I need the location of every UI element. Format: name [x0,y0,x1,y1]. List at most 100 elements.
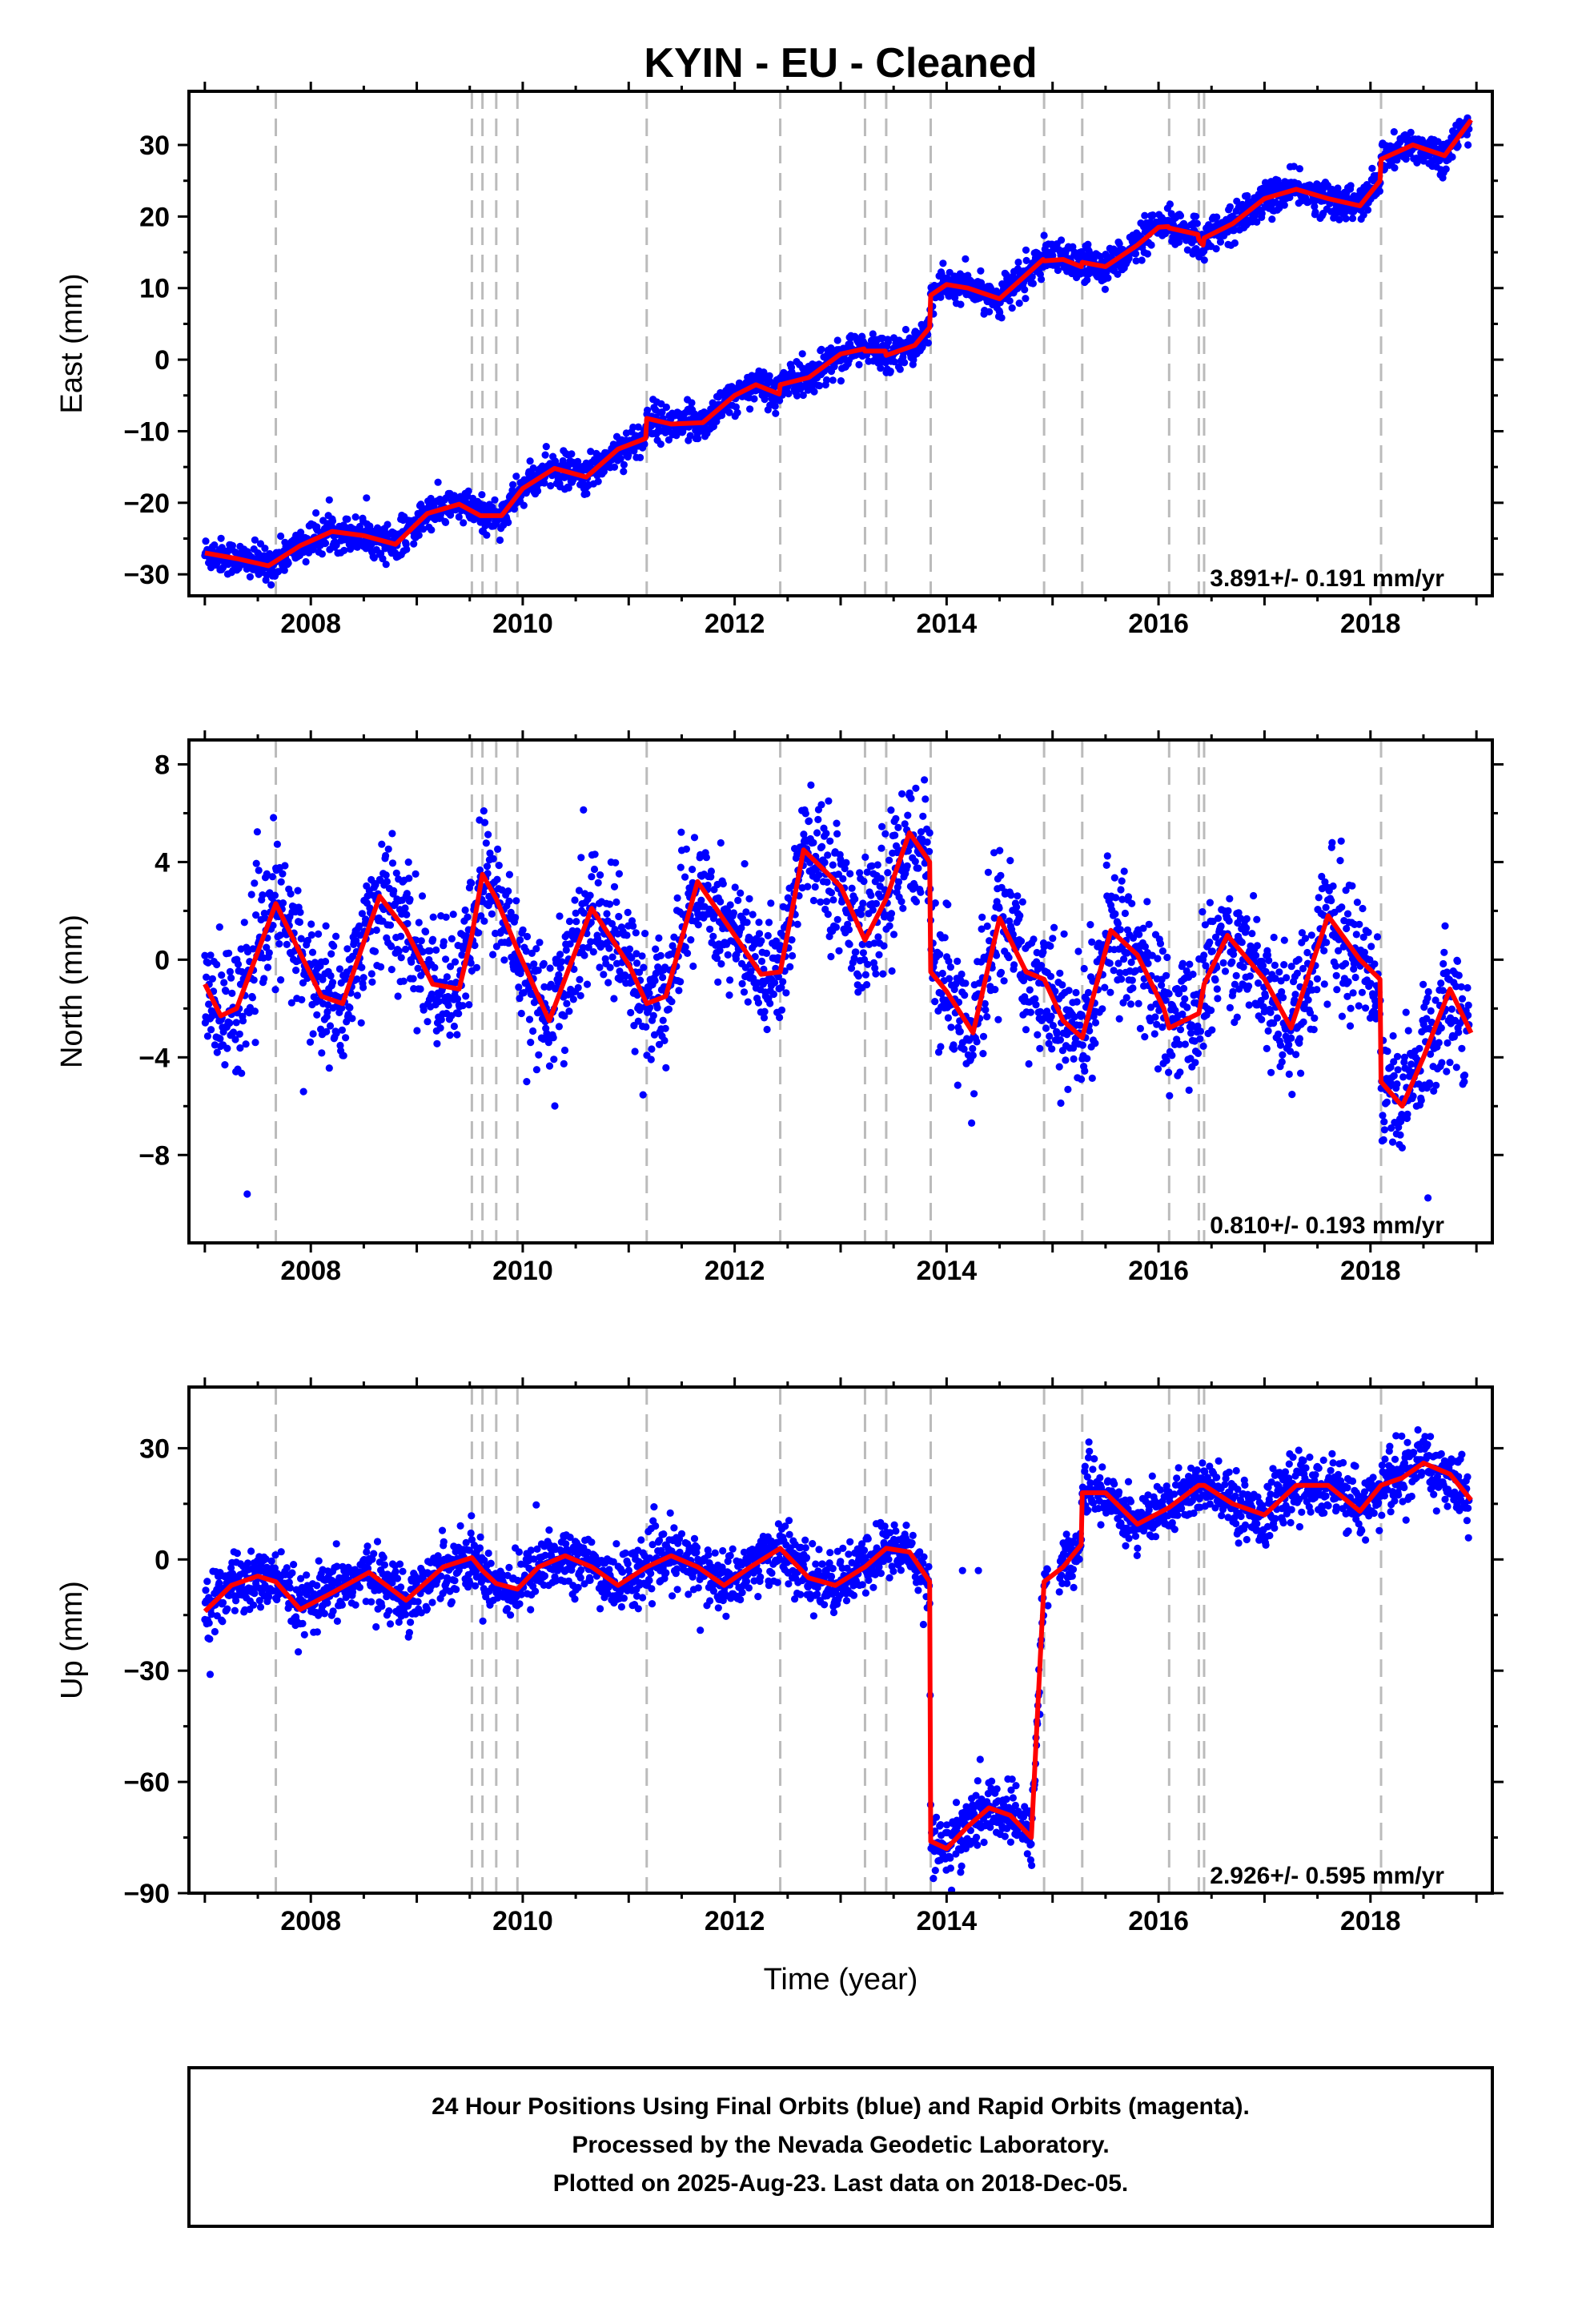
data-point [587,448,595,456]
data-point [1135,931,1143,939]
data-point [829,896,837,904]
data-point [1146,1003,1155,1011]
data-point [1018,898,1026,906]
data-point [371,881,379,889]
data-point [1111,910,1119,918]
data-point [404,858,412,866]
data-point [1034,1031,1042,1039]
data-point [1342,215,1350,223]
data-point [534,967,542,975]
data-point [1021,286,1029,294]
data-point [1149,211,1157,219]
data-point [528,949,536,957]
data-point [426,947,434,955]
data-point [480,501,488,509]
data-point [779,978,787,986]
data-point [668,998,676,1006]
data-point [747,967,755,975]
data-point [629,922,637,930]
data-point [984,868,992,876]
x-tick-label: 2008 [280,609,341,639]
data-point [541,451,549,459]
data-point [1286,193,1294,202]
data-point [1098,1005,1106,1013]
data-point [213,960,221,969]
data-point [1120,867,1128,875]
data-point [834,870,842,879]
data-point [1163,953,1171,962]
data-point [444,1001,452,1009]
data-point [616,455,624,463]
data-point [1049,935,1057,943]
data-point [1176,1026,1185,1034]
data-point [1136,1024,1144,1032]
data-point [433,1039,441,1047]
data-point [829,861,837,869]
data-point [1022,246,1030,254]
data-point [877,844,885,852]
data-point [632,929,640,937]
data-point [962,255,970,263]
data-point [1253,915,1261,923]
data-point [734,896,742,904]
data-point [580,909,588,917]
x-tick-label: 2018 [1340,609,1401,639]
data-point [560,1012,568,1020]
data-point [353,991,361,999]
data-point [475,929,483,937]
data-point [884,869,892,877]
data-point [590,865,599,874]
data-point [388,830,396,838]
data-point [1232,971,1240,979]
data-point [276,931,284,939]
data-point [829,376,837,384]
data-point [1206,899,1214,907]
data-point [1175,989,1183,997]
data-point [1219,959,1227,967]
data-point [1181,995,1189,1003]
data-point [228,541,236,549]
data-point [1214,995,1222,1003]
data-point [761,1007,769,1015]
data-point [960,1045,968,1053]
data-point [764,931,772,939]
data-point [236,1044,244,1052]
data-point [265,949,273,957]
data-point [1178,1010,1186,1018]
data-point [517,1009,525,1018]
data-point [870,939,878,947]
data-point [1047,1012,1055,1020]
data-point [1091,1039,1099,1047]
data-point [218,971,226,979]
data-point [482,839,490,847]
data-point [211,541,219,549]
data-point [270,814,278,822]
data-point [1199,908,1207,916]
data-point [1007,891,1015,899]
data-point [1064,1085,1072,1093]
data-point [547,482,555,490]
data-point [1185,1086,1193,1094]
data-point [468,879,476,887]
data-point [610,995,618,1003]
data-point [523,1078,531,1086]
data-point [1104,274,1112,282]
data-point [458,951,466,959]
data-point [1258,209,1266,218]
data-point [886,368,894,376]
data-point [633,991,641,999]
data-point [954,957,962,965]
data-point [990,849,998,857]
data-point [1226,1003,1234,1011]
data-point [1131,250,1140,258]
data-point [1078,1011,1086,1019]
data-point [572,918,580,926]
data-point [845,940,853,948]
data-point [335,965,343,973]
data-point [1214,915,1223,923]
data-point [665,1005,673,1013]
data-point [568,450,576,458]
data-point [1176,211,1185,219]
data-point [725,991,733,999]
